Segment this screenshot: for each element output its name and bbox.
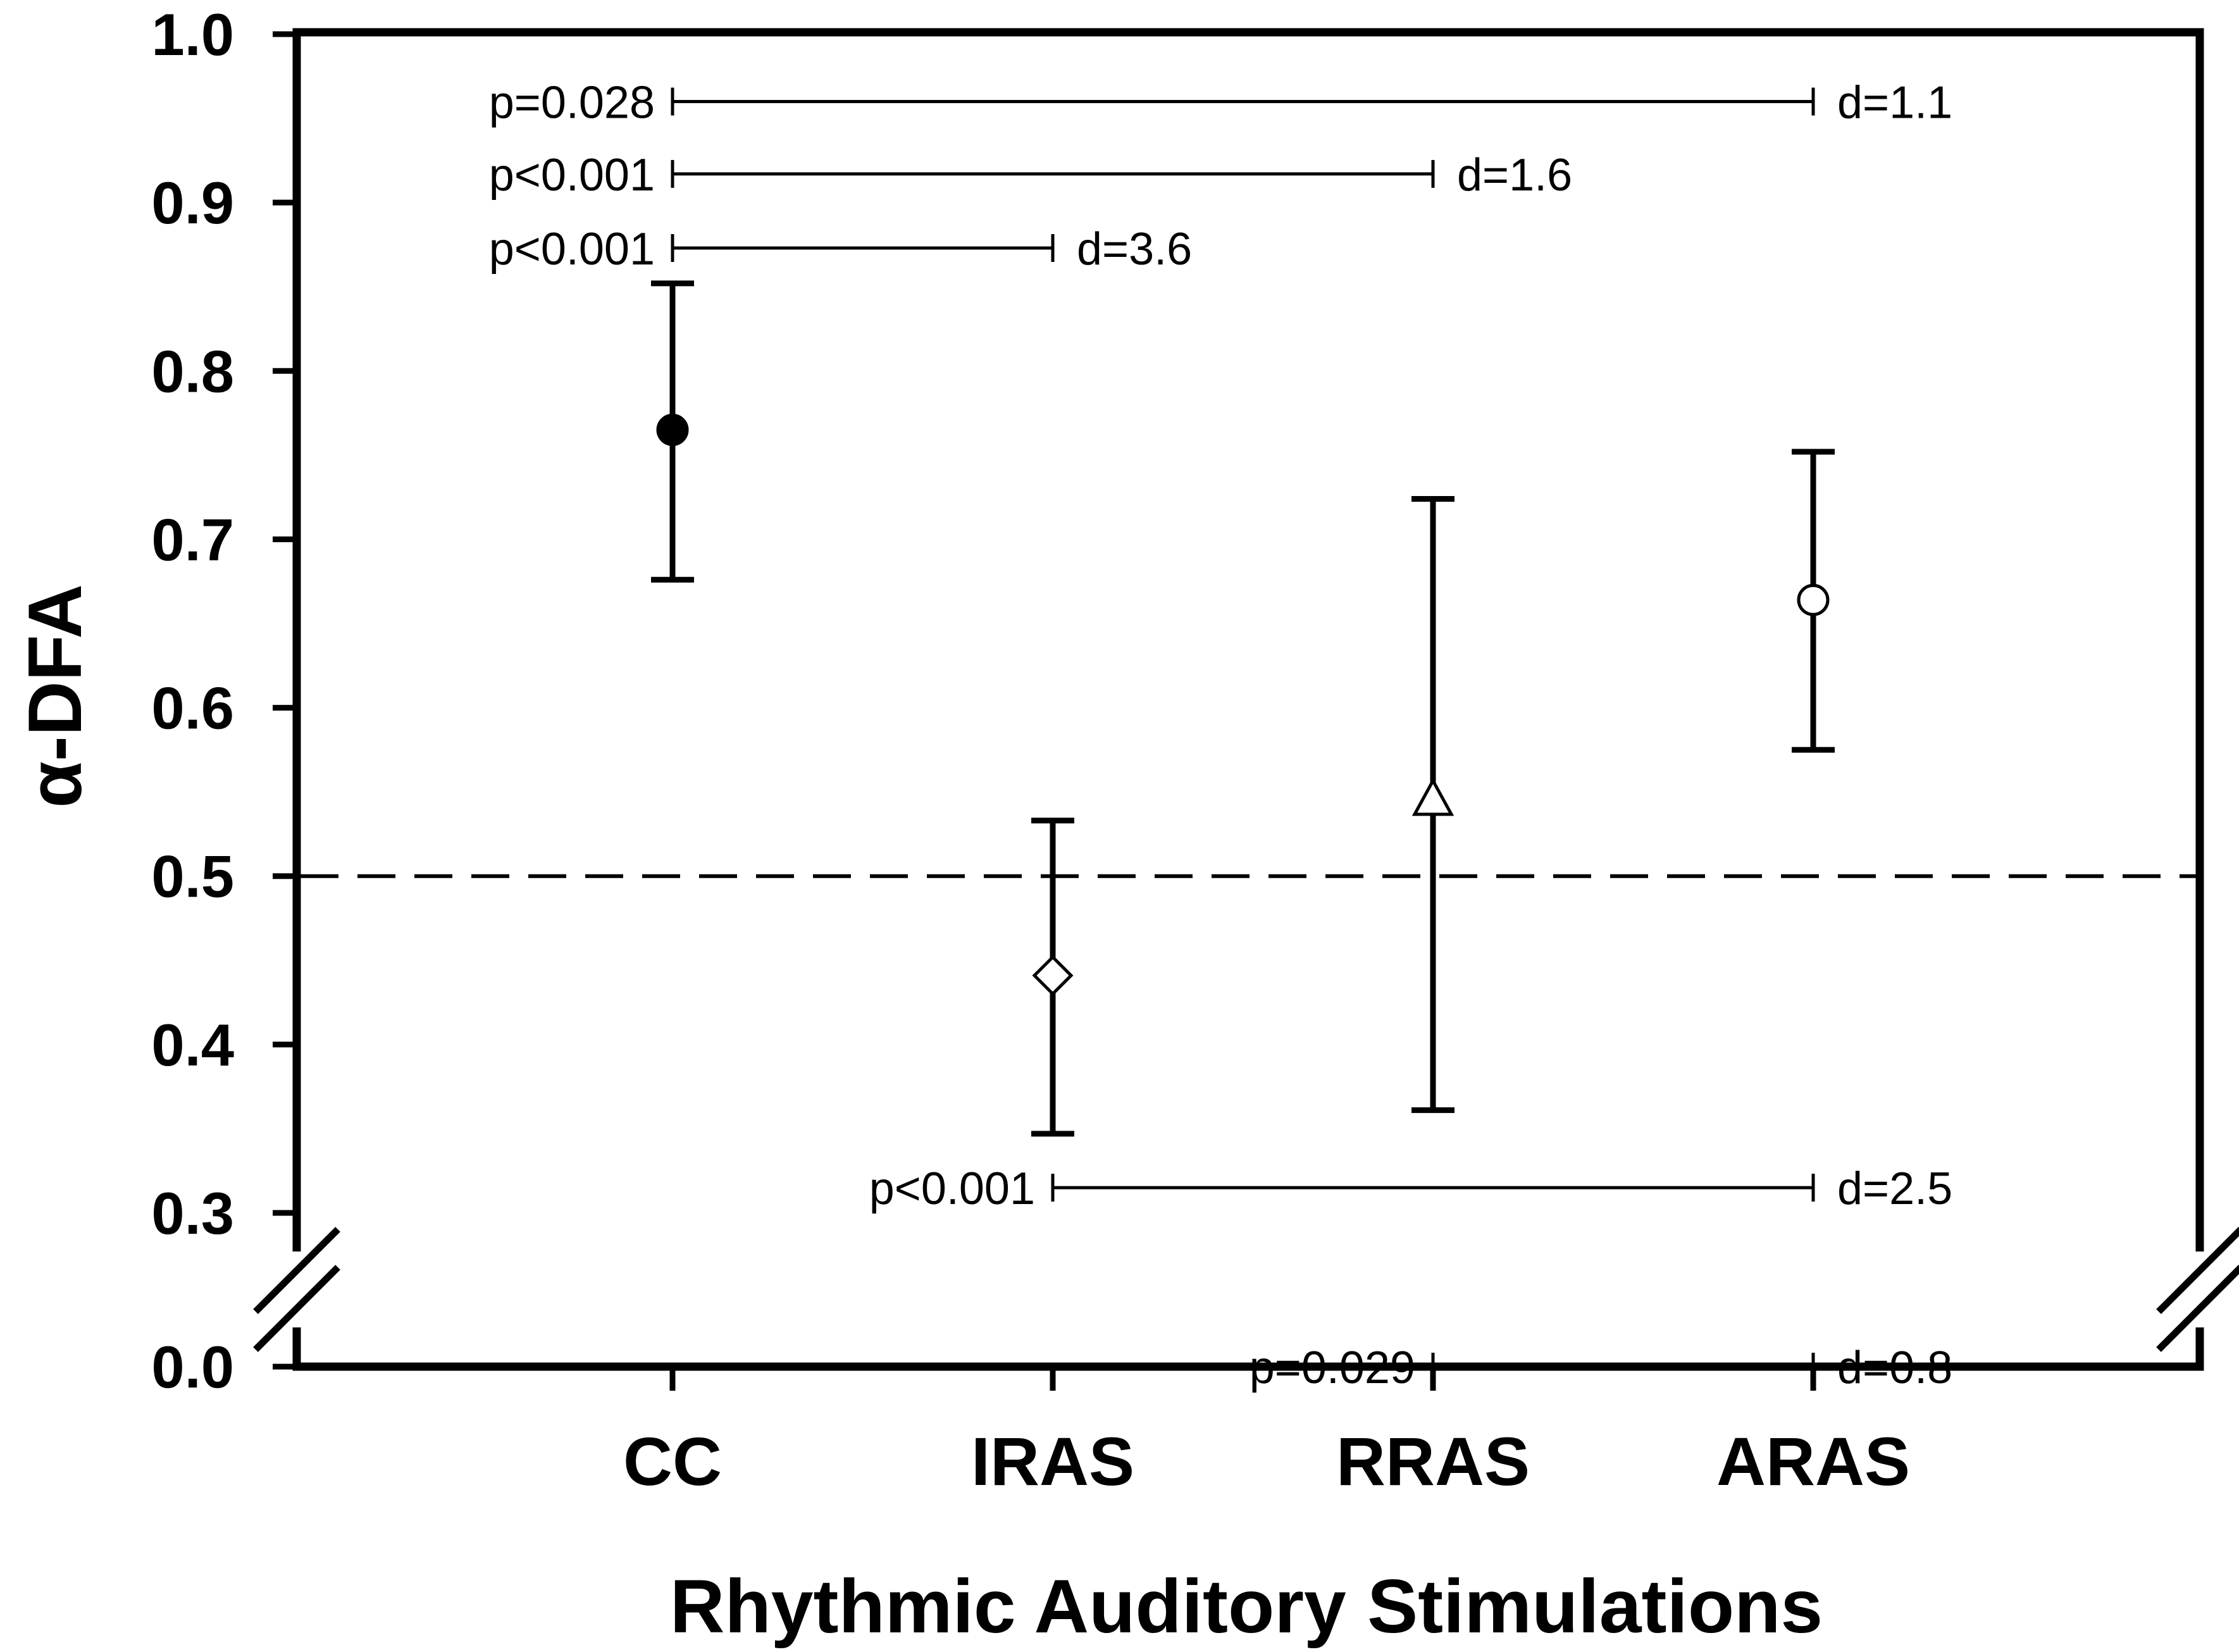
- x-tick-label: ARAS: [1716, 1423, 1910, 1500]
- y-tick-label: 0.3: [151, 1180, 234, 1246]
- x-axis: CC IRAS RRAS ARAS: [623, 1367, 1910, 1500]
- comparisons-group: p=0.028 d=1.1 p<0.001 d=1.6 p<0.001 d=3.6 p<0.…: [489, 77, 1952, 1393]
- comparison-d-label: d=1.1: [1837, 77, 1952, 128]
- axis-break-mark: [253, 1227, 340, 1314]
- axis-break-mark: [2156, 1227, 2239, 1314]
- y-tick-label: 0.5: [151, 843, 234, 910]
- comparison-p-label: p<0.001: [869, 1164, 1035, 1214]
- y-tick-label: 0.4: [151, 1012, 234, 1078]
- y-tick-label: 0.6: [151, 675, 234, 742]
- data-point-cc: [656, 413, 689, 446]
- axis-break-mark: [2156, 1265, 2239, 1352]
- axis-break-mark: [253, 1265, 340, 1352]
- comparison-d-label: d=3.6: [1077, 224, 1192, 275]
- x-tick-label: IRAS: [971, 1423, 1134, 1500]
- comparison-p-label: p<0.001: [489, 224, 655, 275]
- y-tick-label: 1.0: [151, 1, 234, 68]
- x-axis-title: Rhythmic Auditory Stimulations: [670, 1564, 1823, 1649]
- data-point-iras: [1032, 955, 1074, 997]
- comparison-d-label: d=0.8: [1837, 1343, 1952, 1393]
- y-axis: 0.0 0.3 0.4 0.5 0.6 0.7 0.8 0.9 1.0: [151, 1, 2239, 1400]
- y-axis-title: α-DFA: [13, 584, 97, 808]
- comparison-p-label: p=0.028: [489, 77, 655, 128]
- comparison-d-label: d=1.6: [1457, 150, 1572, 201]
- comparison-d-label: d=2.5: [1837, 1164, 1952, 1214]
- data-series: [651, 280, 1835, 1137]
- data-point-rras: [1411, 777, 1454, 816]
- plot-frame: [292, 28, 2204, 1371]
- x-tick-label: CC: [623, 1423, 722, 1500]
- y-tick-label: 0.0: [151, 1334, 234, 1400]
- x-tick-label: RRAS: [1336, 1423, 1530, 1500]
- data-point-aras: [1797, 583, 1830, 616]
- comparison-p-label: p=0.029: [1250, 1343, 1415, 1393]
- y-tick-label: 0.7: [151, 506, 234, 573]
- y-tick-label: 0.9: [151, 170, 234, 236]
- y-tick-label: 0.8: [151, 338, 234, 404]
- comparison-p-label: p<0.001: [489, 150, 655, 201]
